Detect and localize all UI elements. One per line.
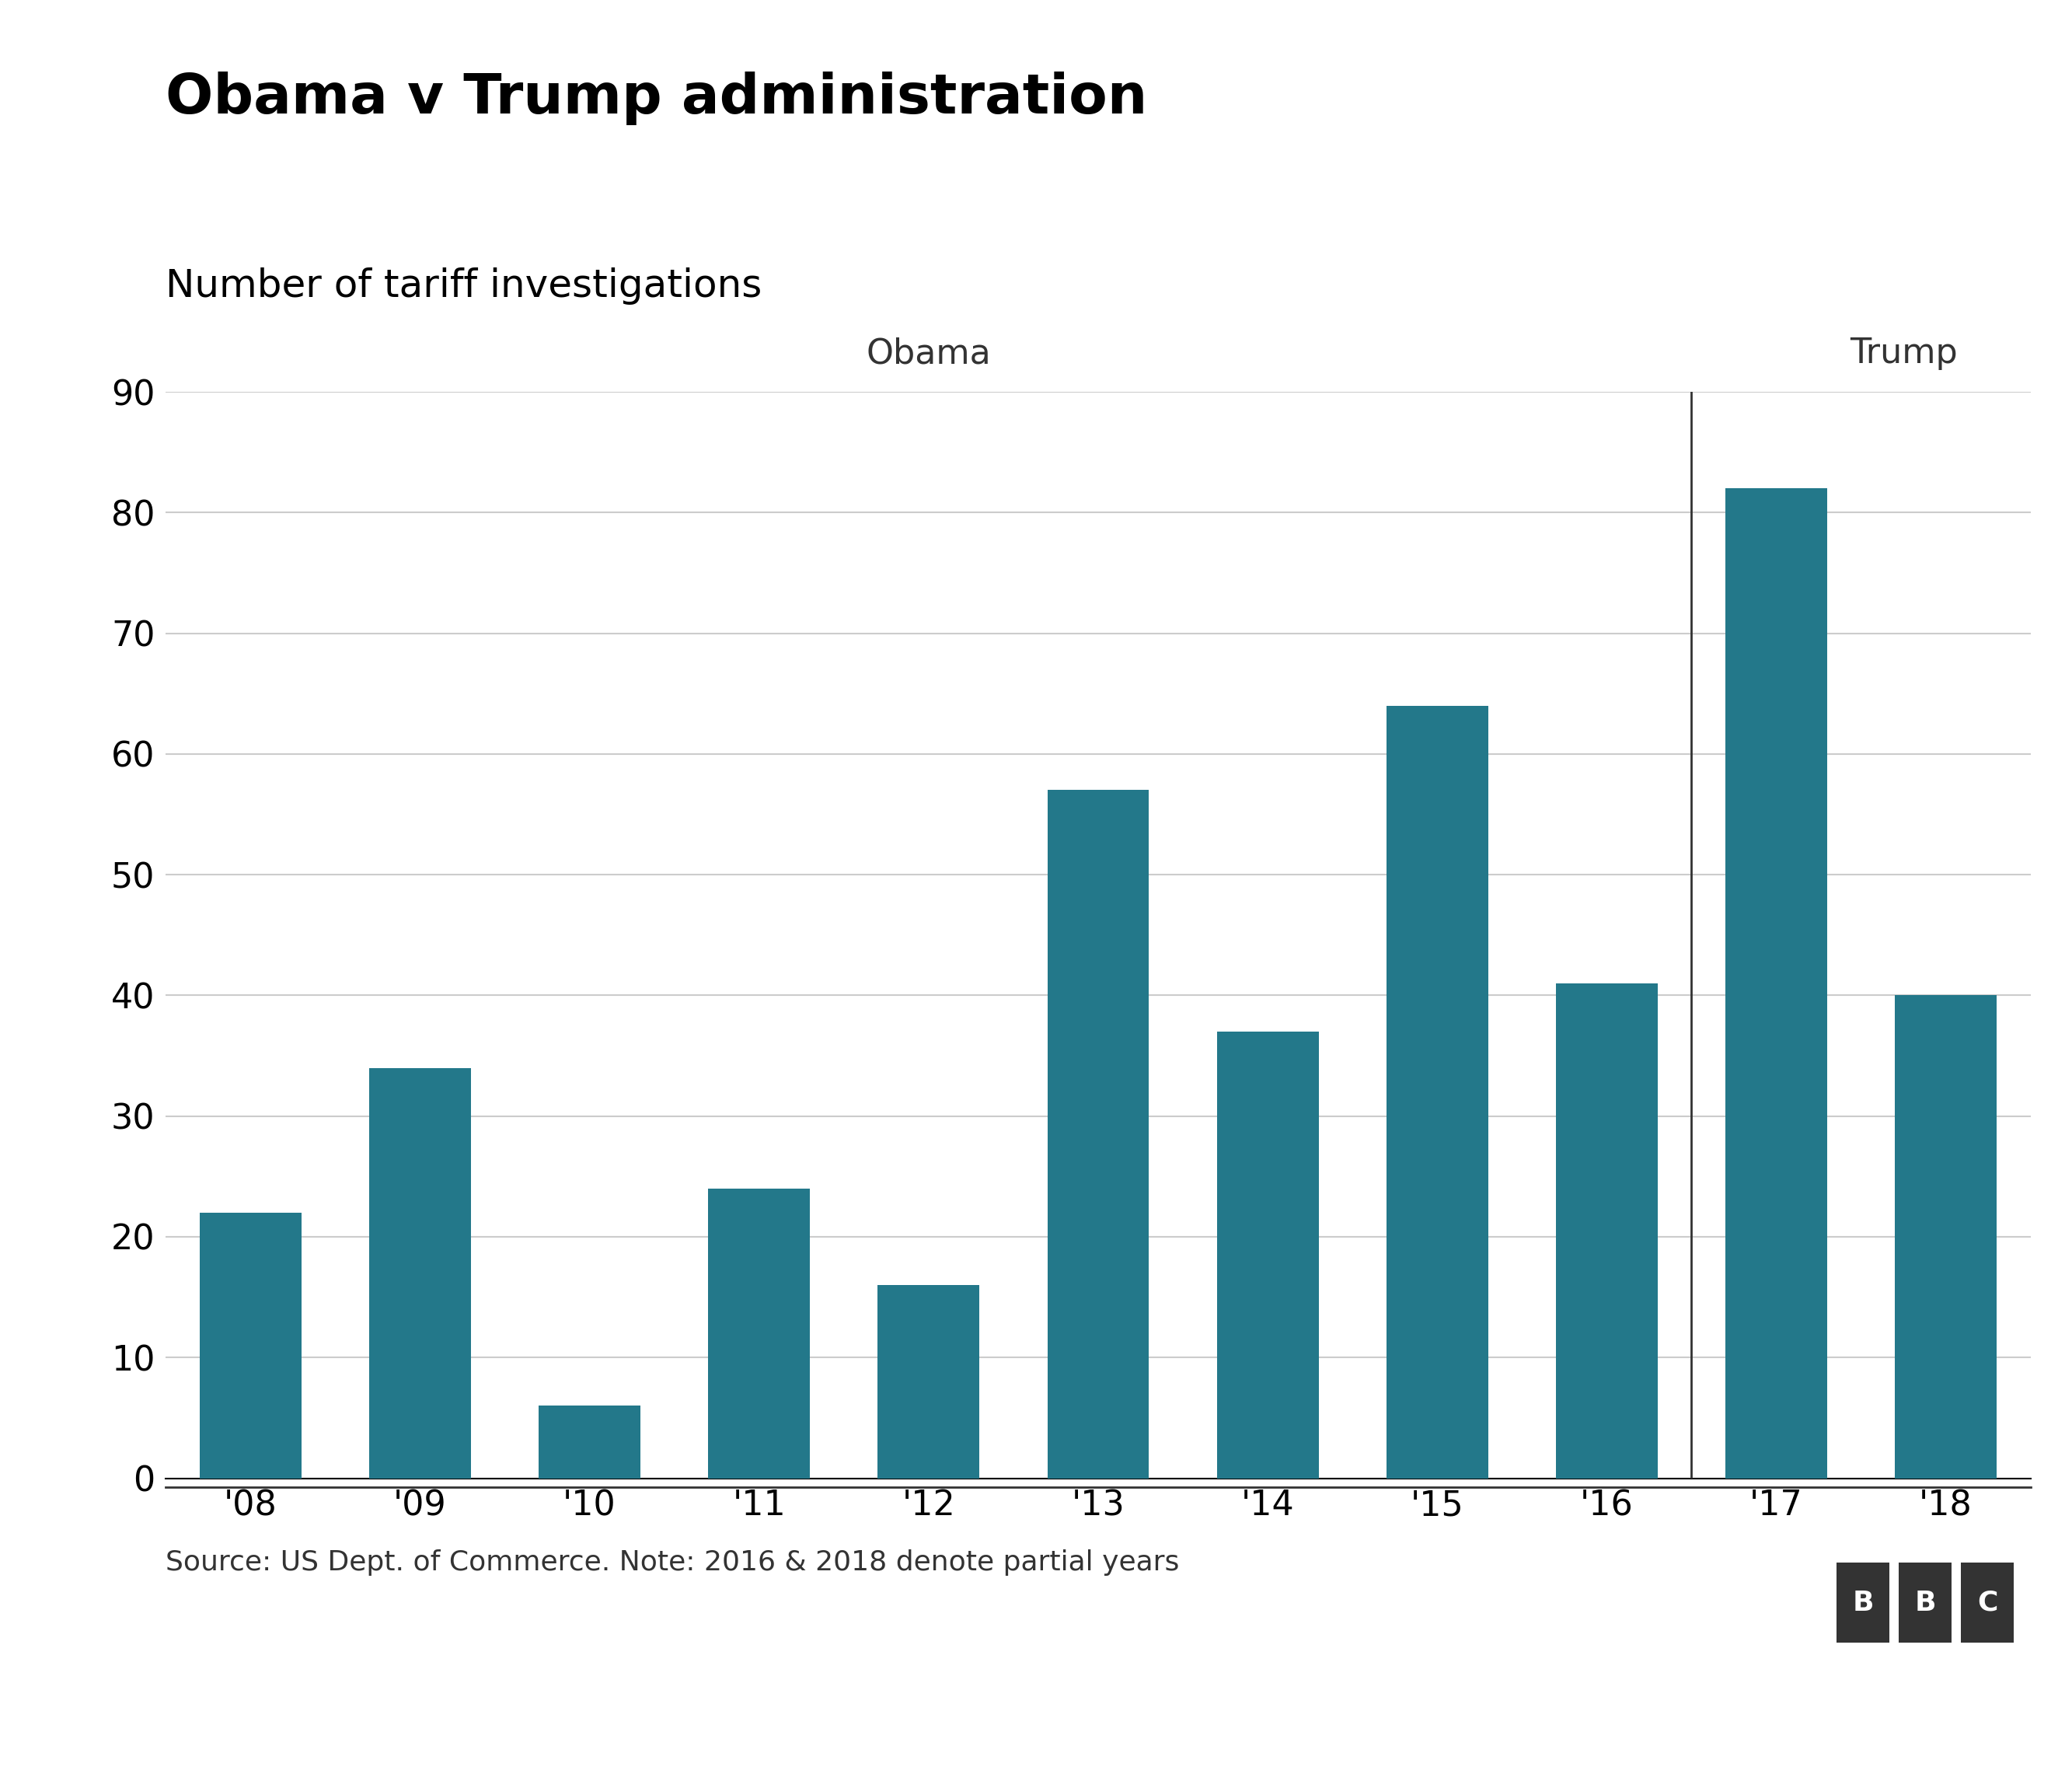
- Bar: [1046, 791, 1150, 1478]
- Bar: [199, 1213, 300, 1478]
- Text: Source: US Dept. of Commerce. Note: 2016 & 2018 denote partial years: Source: US Dept. of Commerce. Note: 2016…: [166, 1549, 1179, 1576]
- Bar: [1898, 1564, 1952, 1642]
- Bar: [1216, 1031, 1318, 1478]
- Bar: [879, 1286, 980, 1478]
- Bar: [369, 1069, 470, 1478]
- Bar: [1556, 983, 1658, 1478]
- Text: C: C: [1977, 1590, 1997, 1615]
- Bar: [539, 1405, 640, 1478]
- Bar: [1896, 996, 1997, 1478]
- Text: Trump: Trump: [1850, 337, 1958, 370]
- Text: Obama v Trump administration: Obama v Trump administration: [166, 71, 1148, 125]
- Text: Obama: Obama: [866, 337, 990, 370]
- Bar: [1836, 1564, 1890, 1642]
- Bar: [1386, 705, 1488, 1478]
- Text: B: B: [1852, 1590, 1873, 1615]
- Bar: [1960, 1564, 2014, 1642]
- Text: Number of tariff investigations: Number of tariff investigations: [166, 267, 762, 305]
- Bar: [709, 1188, 810, 1478]
- Bar: [1726, 488, 1828, 1478]
- Text: B: B: [1915, 1590, 1935, 1615]
